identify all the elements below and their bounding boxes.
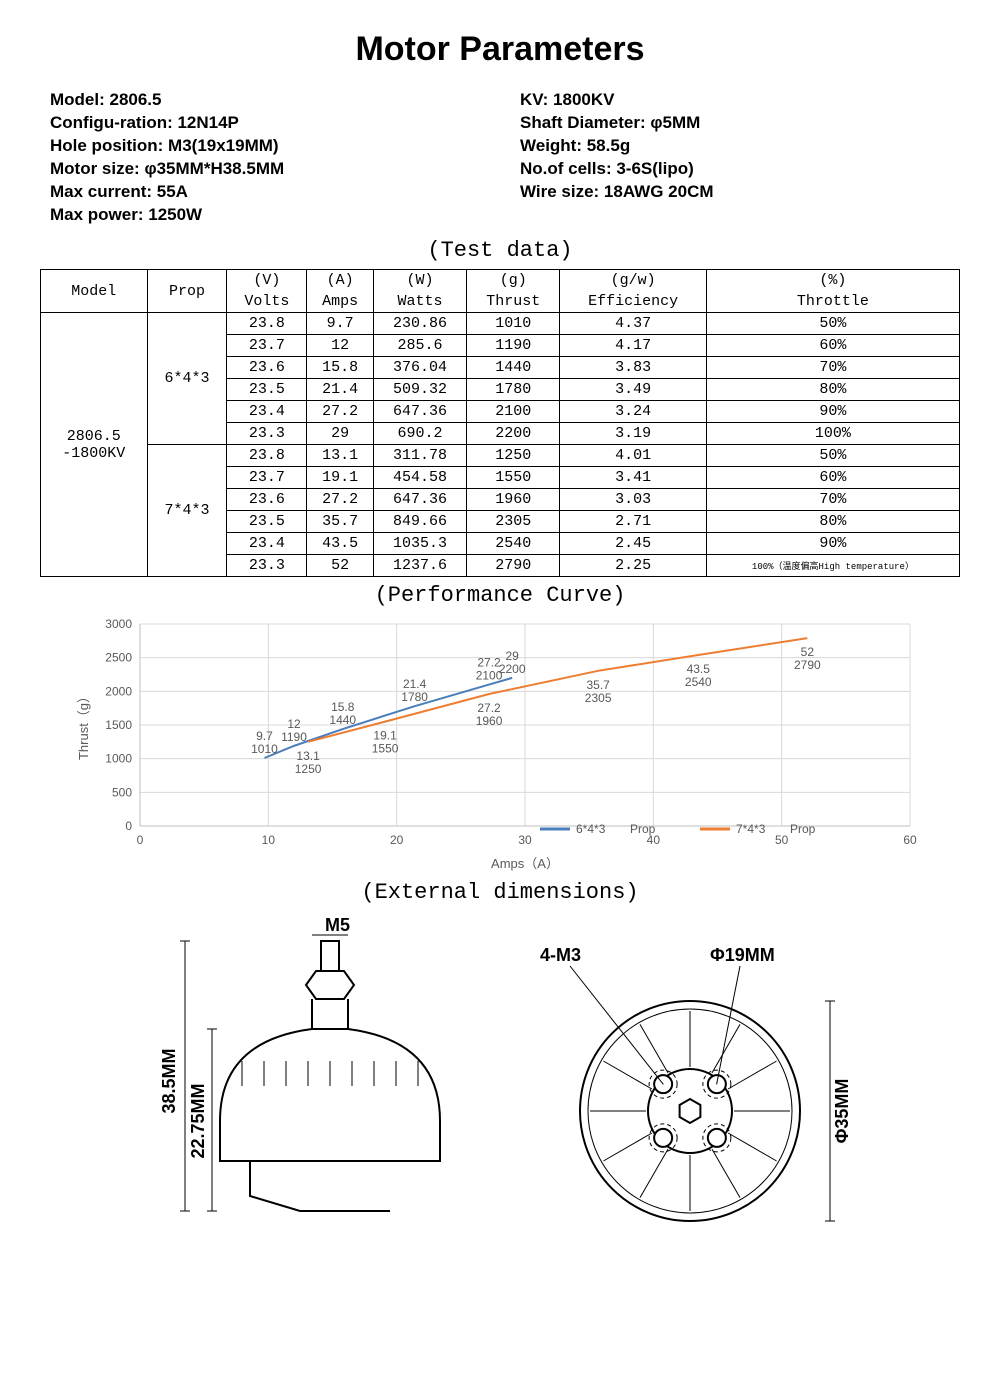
svg-text:Φ35MM: Φ35MM: [832, 1079, 852, 1144]
test-data-label: (Test data): [40, 238, 960, 263]
spec-row: Shaft Diameter: φ5MM: [520, 113, 950, 133]
svg-text:52: 52: [801, 645, 815, 659]
svg-text:50: 50: [775, 833, 789, 847]
svg-text:30: 30: [518, 833, 532, 847]
dimensions-diagram: M5 38.5MM 22.75MM 4-M3 Φ19MM Φ35MM: [70, 911, 930, 1271]
svg-text:0: 0: [137, 833, 144, 847]
spec-row: Weight: 58.5g: [520, 136, 950, 156]
spec-row: KV: 1800KV: [520, 90, 950, 110]
svg-text:1500: 1500: [105, 718, 132, 732]
svg-text:29: 29: [505, 649, 519, 663]
specs-block: Model: 2806.5 Configu-ration: 12N14P Hole …: [40, 87, 960, 228]
spec-row: No.of cells: 3-6S(lipo): [520, 159, 950, 179]
spec-row: Model: 2806.5: [50, 90, 480, 110]
svg-text:2790: 2790: [794, 658, 821, 672]
svg-text:60: 60: [903, 833, 917, 847]
svg-text:43.5: 43.5: [687, 662, 711, 676]
test-data-table: ModelProp (V)(A) (W)(g) (g/w)(%) VoltsAm…: [40, 269, 960, 577]
svg-text:1250: 1250: [295, 762, 322, 776]
svg-text:38.5MM: 38.5MM: [159, 1048, 179, 1113]
svg-text:Thrust（g）: Thrust（g）: [76, 690, 91, 760]
svg-text:500: 500: [112, 785, 132, 799]
spec-row: Motor size: φ35MM*H38.5MM: [50, 159, 480, 179]
svg-text:10: 10: [262, 833, 276, 847]
spec-row: Configu-ration: 12N14P: [50, 113, 480, 133]
svg-text:0: 0: [125, 819, 132, 833]
svg-text:7*4*3: 7*4*3: [736, 822, 766, 836]
svg-text:2540: 2540: [685, 675, 712, 689]
svg-text:2500: 2500: [105, 651, 132, 665]
svg-text:M5: M5: [325, 915, 350, 935]
perf-curve-label: (Performance Curve): [40, 583, 960, 608]
svg-text:1550: 1550: [372, 742, 399, 756]
svg-text:4-M3: 4-M3: [540, 945, 581, 965]
svg-text:2305: 2305: [585, 691, 612, 705]
svg-text:Φ19MM: Φ19MM: [710, 945, 775, 965]
svg-text:9.7: 9.7: [256, 729, 273, 743]
svg-text:15.8: 15.8: [331, 700, 355, 714]
table-row: 2806.5 -1800KV6*4*323.89.7230.8610104.37…: [41, 313, 960, 335]
page-title: Motor Parameters: [40, 30, 960, 69]
spec-row: Hole position: M3(19x19MM): [50, 136, 480, 156]
svg-text:13.1: 13.1: [296, 749, 320, 763]
spec-row: Max power: 1250W: [50, 205, 480, 225]
svg-text:27.2: 27.2: [477, 701, 501, 715]
svg-text:Prop: Prop: [630, 822, 656, 836]
svg-text:6*4*3: 6*4*3: [576, 822, 606, 836]
svg-text:35.7: 35.7: [586, 678, 610, 692]
table-row: 7*4*323.813.1311.7812504.0150%: [41, 445, 960, 467]
svg-text:1440: 1440: [329, 713, 356, 727]
svg-text:1190: 1190: [281, 730, 307, 744]
svg-text:1780: 1780: [401, 690, 428, 704]
svg-text:19.1: 19.1: [373, 729, 397, 743]
svg-text:12: 12: [287, 717, 301, 731]
spec-row: Wire size: 18AWG 20CM: [520, 182, 950, 202]
svg-text:2200: 2200: [499, 662, 526, 676]
svg-text:1010: 1010: [251, 742, 278, 756]
svg-text:1000: 1000: [105, 752, 132, 766]
svg-text:3000: 3000: [105, 617, 132, 631]
spec-row: Max current: 55A: [50, 182, 480, 202]
svg-text:1960: 1960: [476, 714, 503, 728]
svg-text:Prop: Prop: [790, 822, 816, 836]
svg-text:Amps（A）: Amps（A）: [491, 856, 559, 871]
svg-text:20: 20: [390, 833, 404, 847]
performance-chart: 0500100015002000250030000102030405060Amp…: [70, 614, 930, 874]
svg-text:22.75MM: 22.75MM: [188, 1083, 208, 1158]
svg-text:2000: 2000: [105, 684, 132, 698]
svg-text:21.4: 21.4: [403, 677, 427, 691]
ext-dims-label: (External dimensions): [40, 880, 960, 905]
svg-text:27.2: 27.2: [477, 656, 501, 670]
